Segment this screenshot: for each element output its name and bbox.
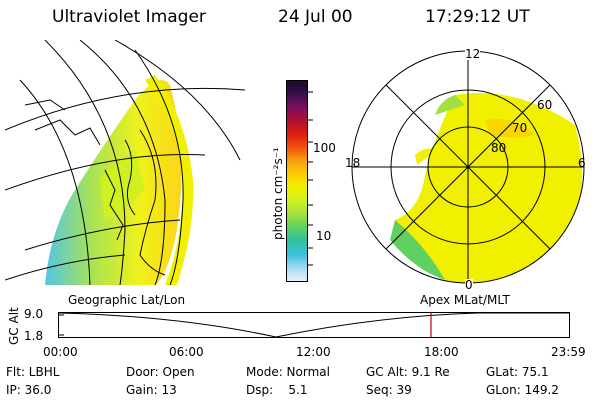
date-label: 24 Jul 00 [278,7,353,27]
geographic-image [5,40,246,285]
info-glat: GLat: 75.1 [486,365,549,379]
info-seq: Seq: 39 [366,383,412,397]
altitude-axis-label: GC Alt [7,307,21,345]
info-filter: Flt: LBHL [6,365,60,379]
color-scale-bar [286,80,308,282]
time-label: 17:29:12 UT [425,7,530,27]
altitude-timeline-plot [58,312,570,338]
color-scale-tick-10: 10 [316,229,332,243]
color-scale-unit-label: photon cm⁻²s⁻¹ [271,147,285,240]
polar-magnetic-plot [351,50,585,284]
altitude-x-tick-1800: 18:00 [424,345,459,359]
polar-mlt-12-label: 12 [465,47,481,61]
info-gain: Gain: 13 [126,383,177,397]
altitude-x-tick-1200: 12:00 [296,345,331,359]
polar-lat-80-label: 80 [491,141,507,155]
color-scale-tick-100: 100 [313,141,336,155]
info-ip: IP: 36.0 [6,383,52,397]
info-glon: GLon: 149.2 [486,383,559,397]
info-mode: Mode: Normal [246,365,330,379]
polar-mlt-6-label: 6 [578,156,586,170]
polar-panel-label: Apex MLat/MLT [420,293,510,307]
polar-lat-70-label: 70 [512,121,528,135]
info-gc-alt: GC Alt: 9.1 Re [366,365,450,379]
instrument-title: Ultraviolet Imager [52,7,206,27]
altitude-x-tick-0600: 06:00 [169,345,204,359]
polar-mlt-18-label: 18 [345,156,361,170]
altitude-y-top-label: 9.0 [24,307,44,321]
polar-lat-60-label: 60 [537,98,553,112]
altitude-x-tick-0000: 00:00 [43,345,78,359]
color-scale-ticks [307,91,313,266]
polar-mlt-0-label: 0 [465,278,473,292]
info-dsp: Dsp: 5.1 [246,383,308,397]
altitude-x-tick-2359: 23:59 [551,345,586,359]
geographic-panel-label: Geographic Lat/Lon [68,293,186,307]
info-door: Door: Open [126,365,195,379]
altitude-y-bottom-label: 1.8 [24,329,44,343]
